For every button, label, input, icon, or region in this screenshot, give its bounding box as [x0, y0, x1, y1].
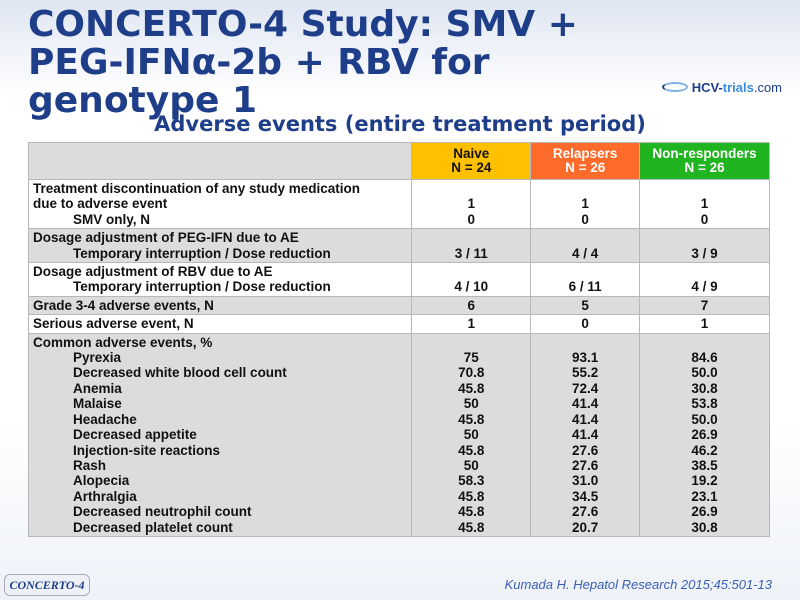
row-label: Common adverse events, % Pyrexia Decrease…	[27, 332, 413, 537]
logo-swoosh-icon	[661, 80, 688, 94]
adverse-event-value-non: 23.1	[691, 488, 718, 504]
adverse-event-value-relapsers: 93.1	[572, 350, 599, 366]
adverse-event-value-non: 84.6	[691, 350, 718, 366]
adverse-event-value-naive: 75	[463, 350, 479, 366]
logo-text: HCV-trials.com	[691, 79, 782, 95]
adverse-event-value-naive: 45.8	[458, 519, 485, 535]
adverse-event-name: Decreased appetite	[73, 427, 197, 443]
adverse-event-value-non: 30.8	[691, 519, 718, 535]
cell-relapsers: 0	[530, 314, 641, 334]
adverse-event-value-naive: 45.8	[458, 442, 485, 458]
adverse-event-name: Decreased neutrophil count	[73, 504, 252, 520]
row-label: Serious adverse event, N	[27, 314, 413, 334]
header-non-responders: Non-responders N = 26	[639, 142, 770, 180]
cell-naive: 4 / 10	[411, 262, 532, 297]
adverse-event-value-non: 38.5	[691, 457, 718, 473]
table-row-serious: Serious adverse event, N 1 0 1	[27, 314, 770, 334]
header-naive: Naive N = 24	[411, 142, 532, 180]
adverse-event-name: Malaise	[73, 396, 122, 412]
adverse-event-value-non: 50.0	[691, 365, 718, 381]
adverse-event-name: Decreased platelet count	[73, 519, 233, 535]
adverse-event-name: Headache	[73, 411, 137, 427]
adverse-event-value-non: 30.8	[691, 380, 718, 396]
adverse-event-value-naive: 50	[463, 457, 479, 473]
cell-relapsers: 93.1 55.2 72.4 41.4 41.4 41.4 27.6 27.6 31.0 34.5…	[530, 332, 641, 537]
study-tag-badge: CONCERTO-4	[4, 574, 90, 596]
adverse-event-value-naive: 50	[463, 427, 479, 443]
adverse-event-name: Decreased white blood cell count	[73, 365, 287, 381]
table-header-row: Naive N = 24 Relapsers N = 26 Non-respon…	[27, 142, 770, 180]
table-row-peg-ifn: Dosage adjustment of PEG-IFN due to AE T…	[27, 228, 770, 264]
row-label: Dosage adjustment of RBV due to AE Tempo…	[27, 262, 413, 297]
citation: Kumada H. Hepatol Research 2015;45:501-1…	[504, 577, 772, 592]
adverse-event-value-relapsers: 20.7	[572, 519, 599, 535]
adverse-event-value-relapsers: 41.4	[572, 411, 599, 427]
adverse-event-value-non: 26.9	[691, 504, 718, 520]
hcv-trials-logo: HCV-trials.com	[661, 76, 782, 98]
table-row-common: Common adverse events, % Pyrexia Decrease…	[27, 332, 770, 537]
adverse-event-value-non: 53.8	[691, 396, 718, 412]
title-band	[0, 0, 800, 92]
cell-naive: 75 70.8 45.8 50 45.8 50 45.8 50 58.3 45.8 45.8 45.8	[411, 332, 532, 537]
table-subtitle: Adverse events (entire treatment period)	[154, 112, 646, 136]
cell-non-responders: 84.6 50.0 30.8 53.8 50.0 26.9 46.2 38.5 19.2 23.1…	[639, 332, 770, 537]
adverse-event-value-naive: 45.8	[458, 411, 485, 427]
header-relapsers: Relapsers N = 26	[530, 142, 641, 180]
adverse-event-value-naive: 70.8	[458, 365, 485, 381]
cell-non-responders: 7	[639, 295, 770, 316]
cell-relapsers: 4 / 4	[530, 228, 641, 264]
row-label: Grade 3-4 adverse events, N	[27, 295, 413, 316]
adverse-event-value-relapsers: 27.6	[572, 504, 599, 520]
adverse-event-value-relapsers: 27.6	[572, 442, 599, 458]
cell-non-responders: 4 / 9	[639, 262, 770, 297]
cell-non-responders: 3 / 9	[639, 228, 770, 264]
row-label: Dosage adjustment of PEG-IFN due to AE T…	[27, 228, 413, 264]
adverse-event-value-relapsers: 41.4	[572, 427, 599, 443]
adverse-event-value-relapsers: 34.5	[572, 488, 599, 504]
adverse-event-value-relapsers: 41.4	[572, 396, 599, 412]
adverse-event-value-relapsers: 31.0	[572, 473, 599, 489]
adverse-event-value-naive: 45.8	[458, 488, 485, 504]
adverse-events-table: Naive N = 24 Relapsers N = 26 Non-respon…	[27, 142, 770, 537]
cell-relapsers: 5	[530, 295, 641, 316]
header-blank-cell	[27, 142, 413, 180]
cell-non-responders: 1	[639, 314, 770, 334]
adverse-event-value-relapsers: 27.6	[572, 457, 599, 473]
adverse-event-name: Pyrexia	[73, 350, 122, 366]
adverse-event-value-naive: 45.8	[458, 380, 485, 396]
adverse-event-name: Arthralgia	[73, 488, 137, 504]
adverse-event-name: Alopecia	[73, 473, 130, 489]
cell-naive: 6	[411, 295, 532, 316]
adverse-event-name: Rash	[73, 457, 107, 473]
adverse-event-value-relapsers: 55.2	[572, 365, 599, 381]
adverse-event-name: Injection-site reactions	[73, 442, 221, 458]
table-row-discontinuation: Treatment discontinuation of any study m…	[27, 178, 770, 230]
adverse-event-value-non: 19.2	[691, 473, 718, 489]
adverse-event-value-non: 50.0	[691, 411, 718, 427]
adverse-event-value-non: 46.2	[691, 442, 718, 458]
table-row-rbv: Dosage adjustment of RBV due to AE Tempo…	[27, 262, 770, 297]
slide-title: CONCERTO-4 Study: SMV + PEG-IFNα-2b + RB…	[28, 4, 578, 121]
cell-naive: 3 / 11	[411, 228, 532, 264]
cell-relapsers: 6 / 11	[530, 262, 641, 297]
cell-naive: 1	[411, 314, 532, 334]
row-label: Treatment discontinuation of any study m…	[27, 178, 413, 230]
adverse-event-value-relapsers: 72.4	[572, 380, 599, 396]
adverse-event-name: Anemia	[73, 380, 122, 396]
adverse-event-value-non: 26.9	[691, 427, 718, 443]
adverse-event-value-naive: 50	[463, 396, 479, 412]
table-row-grade34: Grade 3-4 adverse events, N 6 5 7	[27, 295, 770, 316]
adverse-event-value-naive: 58.3	[458, 473, 485, 489]
adverse-event-value-naive: 45.8	[458, 504, 485, 520]
